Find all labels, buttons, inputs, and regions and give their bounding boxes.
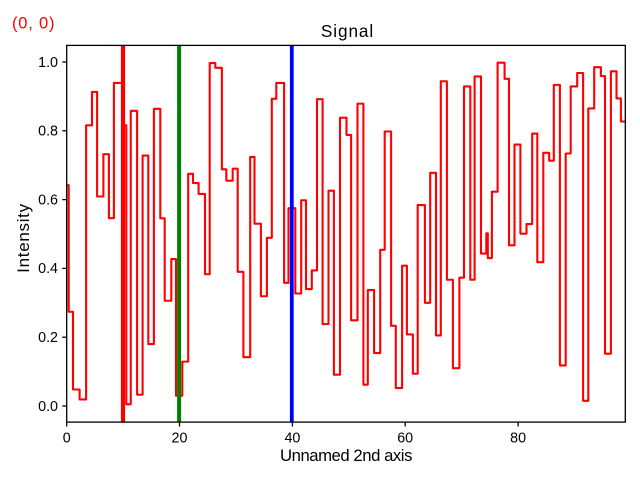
svg-text:1.0: 1.0 — [38, 55, 58, 71]
svg-text:0.0: 0.0 — [38, 399, 58, 415]
svg-text:0.2: 0.2 — [38, 330, 58, 346]
svg-text:Unnamed 2nd axis: Unnamed 2nd axis — [280, 446, 412, 465]
svg-text:60: 60 — [397, 430, 413, 446]
svg-text:40: 40 — [284, 430, 300, 446]
svg-text:80: 80 — [510, 430, 526, 446]
svg-text:20: 20 — [172, 430, 188, 446]
svg-text:(0, 0): (0, 0) — [12, 14, 55, 32]
svg-text:0: 0 — [63, 430, 71, 446]
svg-text:0.6: 0.6 — [38, 192, 58, 208]
svg-text:Signal: Signal — [321, 21, 374, 41]
svg-text:0.4: 0.4 — [38, 261, 58, 277]
svg-text:Intensity: Intensity — [14, 203, 33, 273]
svg-text:0.8: 0.8 — [38, 124, 58, 140]
